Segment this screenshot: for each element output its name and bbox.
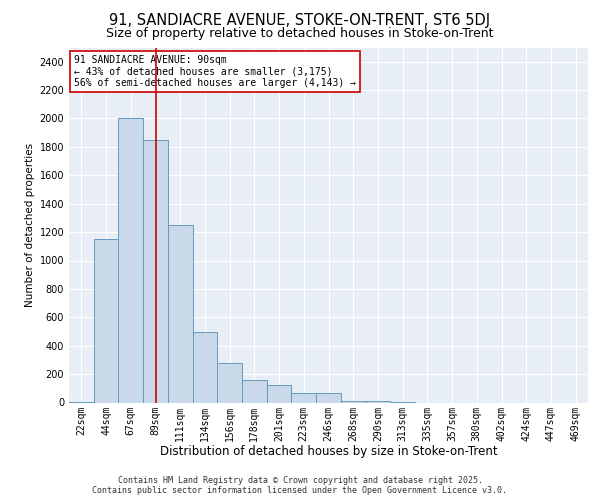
Bar — [193, 332, 217, 402]
Bar — [365, 401, 390, 402]
Text: 91, SANDIACRE AVENUE, STOKE-ON-TRENT, ST6 5DJ: 91, SANDIACRE AVENUE, STOKE-ON-TRENT, ST… — [109, 12, 491, 28]
Bar — [94, 239, 118, 402]
Text: 91 SANDIACRE AVENUE: 90sqm
← 43% of detached houses are smaller (3,175)
56% of s: 91 SANDIACRE AVENUE: 90sqm ← 43% of deta… — [74, 54, 356, 88]
Bar — [143, 140, 168, 402]
X-axis label: Distribution of detached houses by size in Stoke-on-Trent: Distribution of detached houses by size … — [160, 444, 497, 458]
Bar — [316, 394, 341, 402]
Bar — [242, 380, 267, 402]
Bar — [217, 362, 242, 403]
Bar — [168, 225, 193, 402]
Bar — [118, 118, 143, 403]
Bar — [341, 401, 365, 402]
Bar — [267, 386, 292, 402]
Text: Contains HM Land Registry data © Crown copyright and database right 2025.
Contai: Contains HM Land Registry data © Crown c… — [92, 476, 508, 495]
Text: Size of property relative to detached houses in Stoke-on-Trent: Size of property relative to detached ho… — [106, 28, 494, 40]
Bar — [292, 392, 316, 402]
Y-axis label: Number of detached properties: Number of detached properties — [25, 143, 35, 307]
